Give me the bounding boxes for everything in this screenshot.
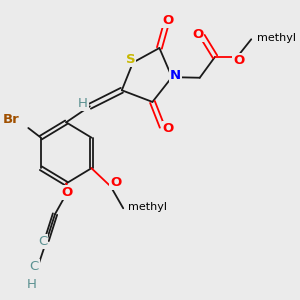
Text: C: C: [29, 260, 39, 273]
Text: O: O: [192, 28, 203, 41]
Text: H: H: [26, 278, 36, 291]
Text: N: N: [170, 69, 181, 82]
Text: O: O: [233, 54, 244, 67]
Text: S: S: [126, 53, 136, 66]
Text: H: H: [78, 98, 88, 110]
Text: C: C: [38, 235, 47, 248]
Text: methyl: methyl: [257, 33, 296, 43]
Text: O: O: [61, 186, 72, 199]
Text: Br: Br: [2, 113, 19, 126]
Text: O: O: [162, 14, 173, 27]
Text: O: O: [110, 176, 121, 189]
Text: O: O: [163, 122, 174, 135]
Text: methyl: methyl: [128, 202, 167, 212]
